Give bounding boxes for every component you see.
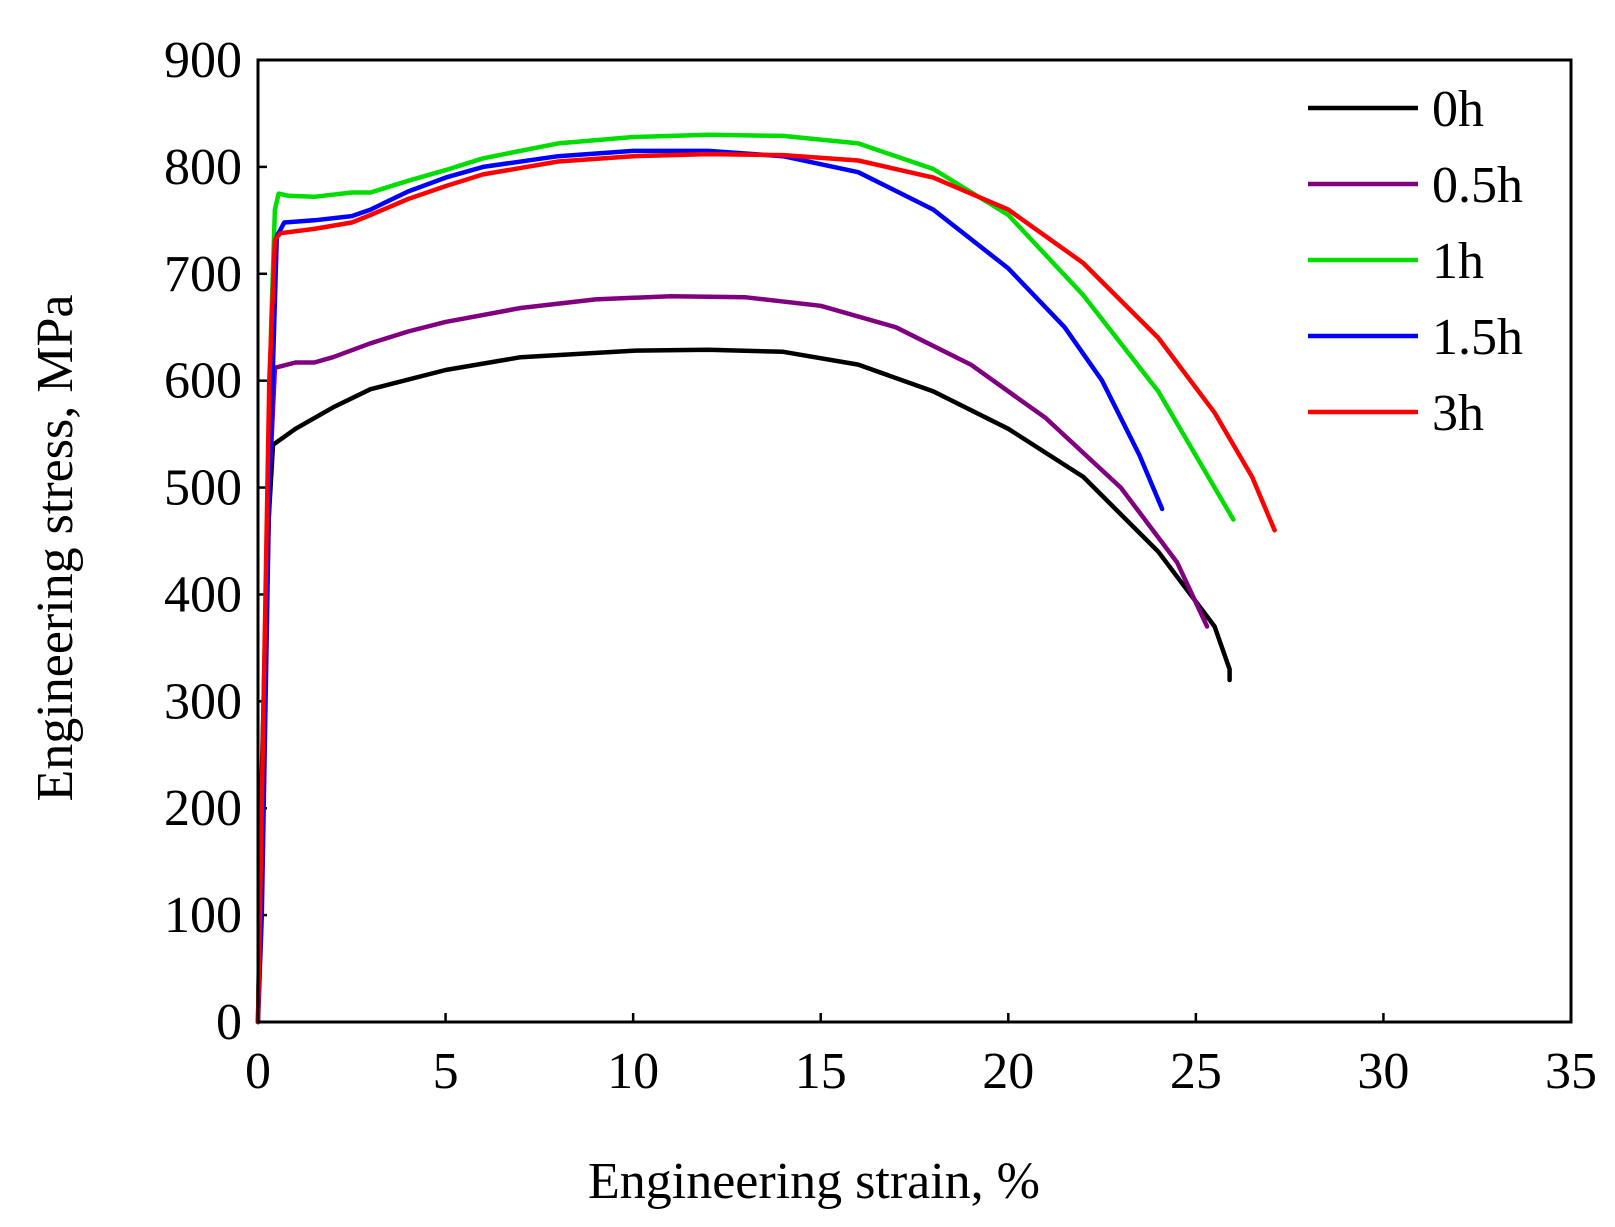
plot-frame <box>256 58 1573 1024</box>
y-tick-label: 900 <box>164 32 242 89</box>
x-axis-tick-labels: 0 5 10 15 20 25 30 35 <box>245 1043 1597 1100</box>
series-line-0-5h <box>255 293 1210 1025</box>
x-tick-label: 10 <box>607 1043 659 1100</box>
legend-label: 1.5h <box>1432 309 1523 366</box>
legend: 0h 0.5h 1h 1.5h 3h <box>1308 81 1523 442</box>
y-tick-label: 600 <box>164 353 242 410</box>
data-series <box>255 132 1277 1025</box>
series-line-1-5h <box>255 148 1165 1025</box>
legend-label: 3h <box>1432 385 1484 442</box>
series-line-1h <box>255 132 1236 1025</box>
y-tick-label: 800 <box>164 139 242 196</box>
legend-label: 1h <box>1432 233 1484 290</box>
x-tick-label: 30 <box>1357 1043 1409 1100</box>
x-tick-label: 35 <box>1545 1043 1597 1100</box>
y-tick-label: 700 <box>164 246 242 303</box>
y-axis-tick-labels: 0 100 200 300 400 500 600 700 800 900 <box>164 32 242 1051</box>
y-tick-label: 500 <box>164 460 242 517</box>
y-axis-title: Engineering stress, MPa <box>27 295 84 802</box>
legend-item: 0h <box>1308 81 1484 138</box>
y-tick-label: 100 <box>164 887 242 944</box>
x-axis-title: Engineering strain, % <box>588 1153 1040 1210</box>
y-tick-label: 200 <box>164 780 242 837</box>
series-line-3h <box>255 151 1277 1025</box>
x-tick-label: 15 <box>795 1043 847 1100</box>
x-tick-label: 25 <box>1170 1043 1222 1100</box>
y-tick-label: 300 <box>164 673 242 730</box>
legend-item: 0.5h <box>1308 157 1523 214</box>
x-tick-label: 5 <box>433 1043 459 1100</box>
x-tick-label: 0 <box>245 1043 271 1100</box>
legend-item: 1h <box>1308 233 1484 290</box>
x-tick-label: 20 <box>982 1043 1034 1100</box>
legend-label: 0.5h <box>1432 157 1523 214</box>
y-tick-label: 0 <box>216 994 242 1051</box>
legend-item: 3h <box>1308 385 1484 442</box>
y-tick-label: 400 <box>164 566 242 623</box>
legend-label: 0h <box>1432 81 1484 138</box>
legend-item: 1.5h <box>1308 309 1523 366</box>
series-line-0h <box>255 347 1232 1025</box>
